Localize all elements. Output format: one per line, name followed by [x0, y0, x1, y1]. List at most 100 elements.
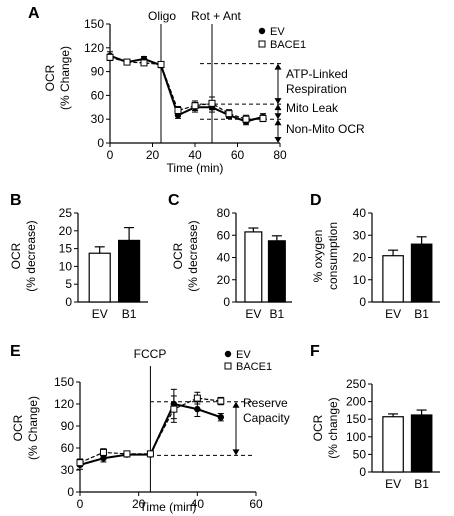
y-tick-label: 60 [217, 228, 231, 242]
arrow-head [274, 137, 282, 143]
y-tick-label: 60 [91, 88, 105, 102]
data-point-bace1 [242, 115, 250, 123]
x-tick-label: 20 [146, 148, 160, 162]
y-tick-label: 30 [353, 228, 367, 242]
y-tick-label: 0 [67, 485, 74, 499]
data-point-bace1 [106, 53, 114, 61]
x-tick-label: 40 [188, 148, 202, 162]
data-point-bace1 [76, 459, 84, 467]
panel-f-plot: 0 50 100 150 200 250 EV B1 [346, 377, 440, 491]
y-tick-label: 150 [84, 17, 104, 31]
x-tick-label: EV [385, 477, 401, 491]
y-tick-label: 0 [65, 295, 72, 309]
panel-a-xlabel: Time (min) [167, 161, 224, 175]
y-tick-label: 10 [59, 259, 73, 273]
data-point-bace1 [191, 102, 199, 110]
panel-d-ylabel-unit: consumption [326, 222, 340, 290]
arrow-head [274, 63, 282, 70]
arrow-head [274, 119, 282, 126]
x-tick-label: EV [92, 307, 108, 321]
panel-label-c: C [168, 192, 180, 209]
bar-b1 [410, 414, 433, 473]
data-point-bace1 [99, 448, 107, 456]
panel-label-b: B [10, 192, 22, 209]
x-tick-label: B1 [414, 477, 429, 491]
y-tick-label: 120 [84, 41, 104, 55]
x-tick-label: B1 [270, 307, 285, 321]
bar-ev [244, 231, 263, 303]
x-tick-label: 60 [249, 497, 263, 511]
y-tick-label: 25 [59, 206, 73, 220]
vline-label-rot-ant: Rot + Ant [191, 9, 241, 23]
data-point-ev [217, 414, 224, 421]
legend-ev-label: EV [236, 349, 251, 361]
arrow-head [274, 98, 282, 105]
y-tick-label: 250 [346, 377, 366, 391]
y-tick-label: 20 [59, 224, 73, 238]
legend-bace1-marker [258, 40, 266, 48]
panel-f-ylabel-unit: (% change) [326, 397, 340, 458]
x-tick-label: 40 [191, 497, 205, 511]
y-tick-label: 120 [54, 397, 74, 411]
bar-ev [382, 255, 404, 303]
panel-a-plot: 0 30 60 90 120 150 0 20 40 60 80 [84, 17, 287, 162]
data-point-ev [194, 405, 201, 413]
arrow-head [274, 104, 282, 111]
y-tick-label: 30 [61, 463, 75, 477]
panel-e-legend: EV BACE1 [224, 349, 272, 373]
panel-e-ylabel: OCR [11, 414, 25, 441]
panel-c-plot: 0 20 40 60 80 EV B1 [217, 206, 292, 321]
panel-a-legend: EV BACE1 [258, 26, 306, 51]
panel-label-a: A [28, 5, 40, 22]
data-point-bace1 [170, 405, 178, 413]
data-point-bace1 [146, 450, 154, 458]
bar-b1 [410, 243, 433, 303]
y-tick-label: 150 [54, 375, 74, 389]
panel-a-ylabel-unit: (% Change) [58, 46, 72, 110]
annotation-reserve: Reserve [243, 396, 288, 410]
bar-ev [88, 252, 111, 303]
x-tick-label: EV [245, 307, 261, 321]
annotation-non-mito-ocr: Non-Mito OCR [286, 122, 365, 136]
legend-bace1-marker [224, 362, 232, 370]
vline-label-oligo: Oligo [148, 9, 176, 23]
data-point-bace1 [123, 58, 131, 66]
y-tick-label: 150 [346, 412, 366, 426]
panel-d-ylabel: % oxygen [311, 230, 325, 283]
panel-label-f: F [310, 343, 320, 360]
data-point-bace1 [140, 59, 148, 67]
x-tick-label: B1 [122, 307, 137, 321]
panel-d-plot: 0 10 20 30 40 EV B1 [353, 206, 440, 321]
arrow-head [232, 401, 240, 408]
panel-a: OCR (% Change) Time (min) Oligo Rot + An… [43, 9, 365, 175]
y-tick-label: 100 [346, 430, 366, 444]
data-point-bace1 [157, 60, 165, 68]
annotation-mito-leak: Mito Leak [286, 101, 339, 115]
x-tick-label: 20 [132, 497, 146, 511]
panel-c-ylabel-unit: (% decrease) [186, 220, 200, 291]
legend-bace1-label: BACE1 [270, 39, 306, 51]
x-tick-label: 80 [273, 148, 287, 162]
panel-d: % oxygen consumption 0 10 20 30 40 EV B1 [311, 206, 440, 321]
panel-b-ylabel-unit: (% decrease) [24, 220, 38, 291]
annotation-atp-linked: ATP-Linked [286, 67, 348, 81]
panel-e-xlabel: Time (min) [140, 500, 197, 514]
panel-b-ylabel: OCR [9, 242, 23, 269]
data-point-bace1 [123, 450, 131, 458]
annotation-capacity: Capacity [243, 411, 290, 425]
legend-bace1-label: BACE1 [236, 361, 272, 373]
panel-a-ylabel: OCR [43, 64, 57, 91]
y-tick-label: 90 [91, 65, 105, 79]
bar-b1 [117, 239, 141, 303]
panel-c: OCR (% decrease) 0 20 40 60 80 EV B1 [171, 206, 292, 321]
y-tick-label: 15 [59, 242, 73, 256]
series-line-bace1 [109, 56, 264, 120]
data-point-bace1 [208, 99, 216, 107]
data-point-bace1 [174, 106, 182, 114]
panel-e-plot: 0 30 60 90 120 150 0 20 40 60 [54, 366, 263, 511]
data-point-bace1 [225, 110, 233, 118]
panel-f-ylabel: OCR [311, 414, 325, 441]
y-tick-label: 90 [61, 419, 75, 433]
panel-label-e: E [10, 343, 21, 360]
